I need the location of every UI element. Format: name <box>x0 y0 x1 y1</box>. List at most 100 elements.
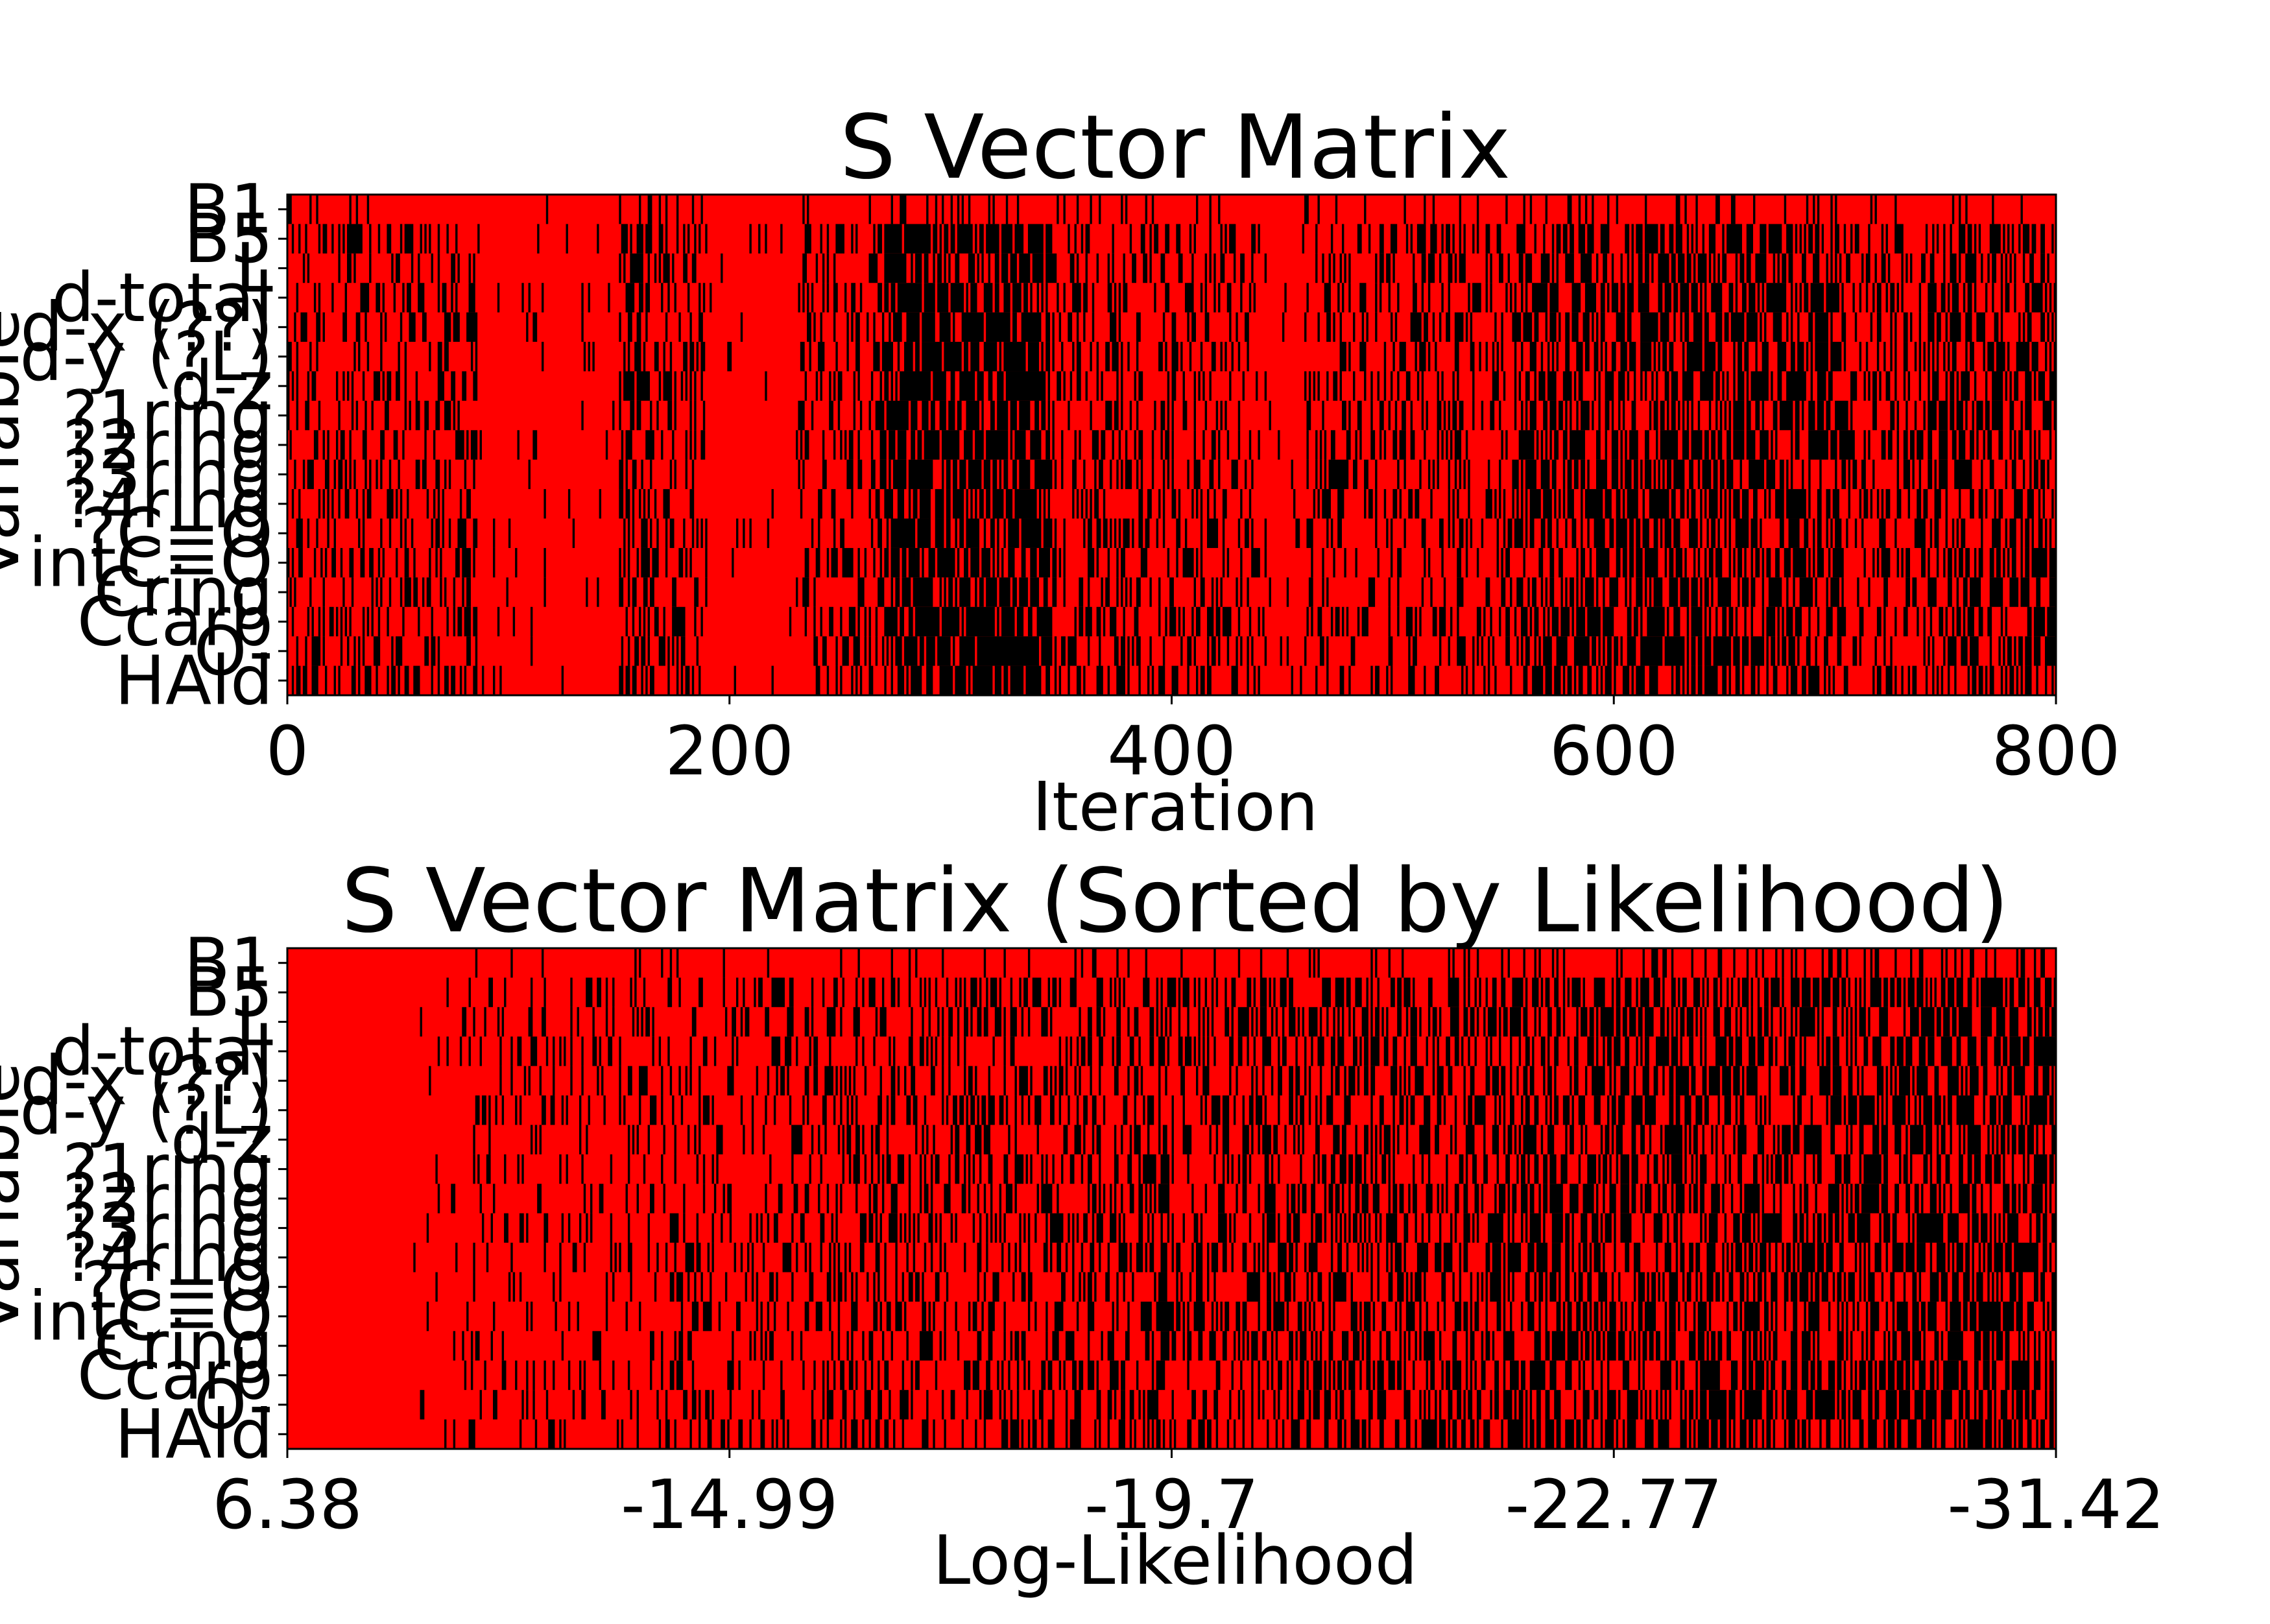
heatmap-cell-run <box>747 1243 749 1272</box>
heatmap-cell-run <box>1006 489 1012 518</box>
heatmap-cell-run <box>1311 1331 1313 1360</box>
heatmap-cell-run <box>568 489 570 518</box>
heatmap-cell-run <box>1448 636 1450 665</box>
heatmap-cell-run <box>1725 1154 1726 1184</box>
heatmap-cell-run <box>531 1125 532 1154</box>
heatmap-cell-run <box>1077 1036 1079 1066</box>
heatmap-cell-run <box>1220 577 1222 606</box>
heatmap-cell-run <box>1786 460 1788 489</box>
heatmap-cell-run <box>935 1361 937 1390</box>
heatmap-cell-run <box>1687 342 1702 371</box>
heatmap-cell-run <box>1704 948 1706 977</box>
heatmap-cell-run <box>1163 489 1165 518</box>
heatmap-cell-run <box>342 224 344 253</box>
heatmap-cell-run <box>1736 254 1738 283</box>
heatmap-cell-run <box>1826 1095 1828 1125</box>
heatmap-cell-run <box>1014 1095 1016 1125</box>
heatmap-cell-run <box>1560 577 1562 606</box>
heatmap-cell-run <box>491 1331 493 1360</box>
heatmap-cell-run <box>632 1125 634 1154</box>
heatmap-cell-run <box>1149 1036 1154 1066</box>
heatmap-cell-run <box>1722 1125 1724 1154</box>
heatmap-cell-run <box>1535 371 1536 400</box>
heatmap-cell-run <box>1952 195 1954 224</box>
heatmap-cell-run <box>1863 489 1868 518</box>
heatmap-cell-run <box>1172 313 1177 342</box>
heatmap-cell-run <box>1625 460 1631 489</box>
heatmap-cell-run <box>1521 1095 1523 1125</box>
heatmap-cell-run <box>1209 371 1211 400</box>
heatmap-cell-run <box>363 371 364 400</box>
heatmap-cell-run <box>802 460 804 489</box>
heatmap-cell-run <box>917 430 922 459</box>
heatmap-cell-run <box>1406 607 1413 636</box>
heatmap-cell-run <box>394 283 396 312</box>
heatmap-cell-run <box>446 1036 448 1066</box>
heatmap-cell-run <box>1841 313 1846 342</box>
heatmap-cell-run <box>632 577 637 606</box>
heatmap-cell-run <box>984 342 997 371</box>
heatmap-cell-run <box>2038 519 2043 548</box>
heatmap-cell-run <box>1492 977 1497 1007</box>
heatmap-cell-run <box>1136 401 1138 430</box>
heatmap-cell-run <box>1983 342 1985 371</box>
heatmap-cell-run <box>1437 1302 1439 1331</box>
heatmap-cell-run <box>727 1066 734 1095</box>
heatmap-cell-run <box>1979 666 1983 695</box>
heatmap-cell-run <box>1614 1213 1616 1243</box>
heatmap-cell-run <box>732 1331 734 1360</box>
heatmap-cell-run <box>818 489 822 518</box>
heatmap-cell-run <box>1917 1243 1926 1272</box>
heatmap-cell-run <box>1068 401 1069 430</box>
heatmap-cell-run <box>1987 1125 1989 1154</box>
heatmap-cell-run <box>641 666 643 695</box>
heatmap-cell-run <box>495 1095 497 1125</box>
heatmap-cell-run <box>1045 254 1057 283</box>
heatmap-cell-run <box>318 224 320 253</box>
heatmap-cell-run <box>891 371 893 400</box>
heatmap-cell-run <box>2005 371 2007 400</box>
heatmap-cell-run <box>340 607 342 636</box>
heatmap-cell-run <box>1411 1272 1413 1302</box>
heatmap-cell-run <box>1990 460 1994 489</box>
heatmap-cell-run <box>323 224 328 253</box>
heatmap-cell-run <box>1886 283 1888 312</box>
heatmap-cell-run <box>1910 1154 1912 1184</box>
heatmap-cell-run <box>981 548 990 577</box>
heatmap-cell-run <box>1088 1302 1094 1331</box>
heatmap-cell-run <box>1419 1302 1421 1331</box>
heatmap-cell-run <box>1766 548 1771 577</box>
heatmap-cell-run <box>637 313 641 342</box>
heatmap-cell-run <box>1322 977 1331 1007</box>
heatmap-cell-run <box>1855 1243 1857 1272</box>
heatmap-cell-run <box>435 548 437 577</box>
heatmap-cell-run <box>462 371 466 400</box>
heatmap-cell-run <box>1695 1095 1702 1125</box>
heatmap-cell-run <box>606 1007 608 1036</box>
heatmap-cell-run <box>1187 460 1189 489</box>
heatmap-cell-run <box>1030 283 1032 312</box>
heatmap-cell-run <box>1965 1066 1967 1095</box>
heatmap-cell-run <box>360 548 364 577</box>
heatmap-cell-run <box>1196 1272 1202 1302</box>
heatmap-cell-run <box>1364 460 1368 489</box>
heatmap-cell-run <box>1791 1331 1797 1360</box>
heatmap-cell-run <box>1229 313 1231 342</box>
heatmap-cell-run <box>1331 224 1333 253</box>
heatmap-cell-run <box>1981 977 2003 1007</box>
heatmap-cell-run <box>689 1036 691 1066</box>
heatmap-cell-run <box>1265 1095 1267 1125</box>
heatmap-cell-run <box>1691 224 1693 253</box>
heatmap-cell-run <box>1846 1302 1848 1331</box>
heatmap-cell-run <box>1961 948 1963 977</box>
heatmap-cell-run <box>1762 607 1764 636</box>
heatmap-cell-run <box>1284 283 1286 312</box>
heatmap-cell-run <box>1990 1095 1996 1125</box>
heatmap-cell-run <box>1034 1213 1036 1243</box>
heatmap-cell-run <box>988 254 990 283</box>
heatmap-cell-run <box>1202 371 1204 400</box>
heatmap-cell-run <box>984 1007 988 1036</box>
heatmap-cell-run <box>1521 636 1523 665</box>
heatmap-cell-run <box>1238 1154 1240 1184</box>
heatmap-cell-run <box>637 1125 639 1154</box>
